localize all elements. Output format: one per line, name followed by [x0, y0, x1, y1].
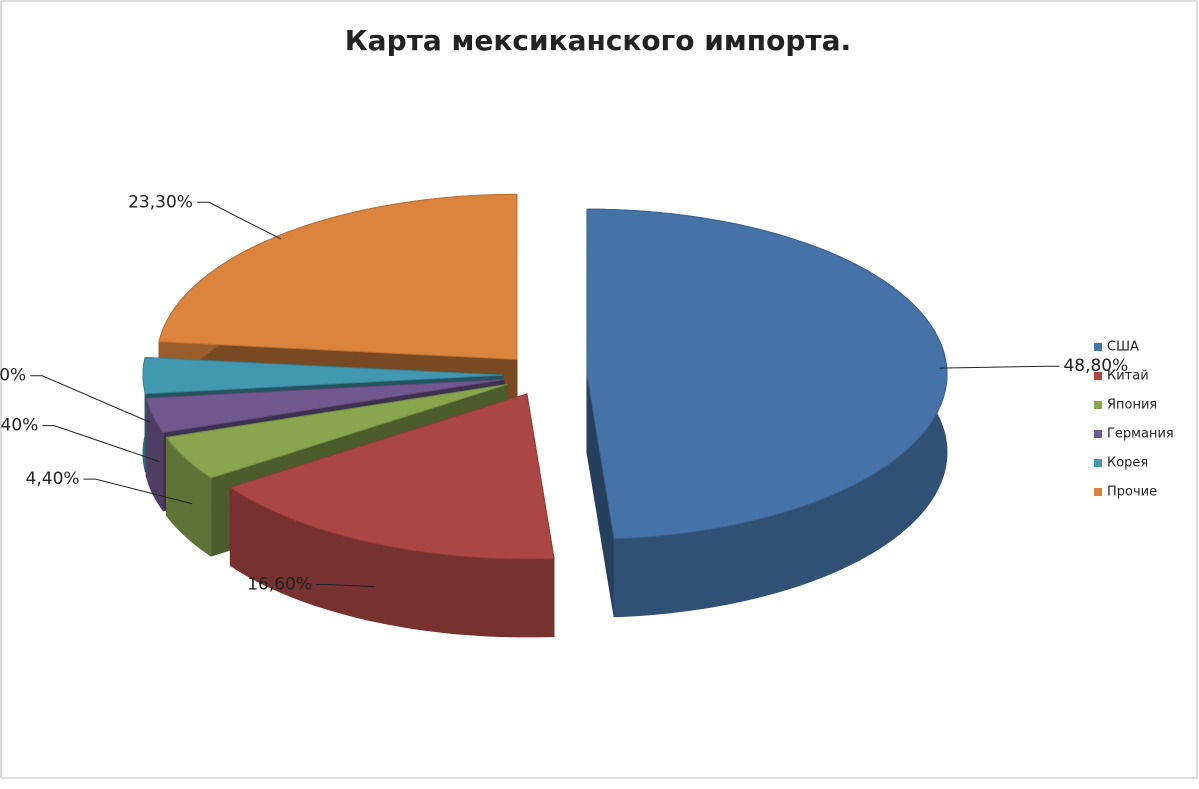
slice	[229, 393, 555, 560]
leader-line	[316, 583, 375, 588]
legend-marker	[1094, 343, 1102, 351]
legend-label: США	[1107, 340, 1139, 355]
slice	[165, 383, 508, 479]
leader-line	[30, 375, 151, 423]
leader-line	[42, 425, 160, 463]
legend-label: Корея	[1107, 456, 1148, 471]
data-label: 48,80%	[1063, 356, 1128, 376]
data-label: 23,30%	[128, 192, 193, 212]
pie	[142, 193, 948, 638]
data-label: 16,60%	[247, 574, 312, 594]
legend-marker	[1094, 372, 1102, 380]
legend-label: Япония	[1107, 398, 1157, 413]
legend-marker	[1094, 430, 1102, 438]
data-label: 3,40%	[0, 416, 38, 436]
leader-line	[939, 365, 1060, 369]
legend-marker	[1094, 401, 1102, 409]
legend-label: Китай	[1107, 369, 1149, 384]
legend-marker	[1094, 488, 1102, 496]
legend-label: Германия	[1107, 427, 1174, 442]
leader-line	[83, 478, 193, 505]
leader-line	[196, 201, 282, 240]
legend-marker	[1094, 459, 1102, 467]
chart-title: Карта мексиканского импорта.	[345, 24, 851, 57]
legend-label: Прочие	[1107, 485, 1157, 500]
slice	[142, 356, 504, 395]
slice	[145, 379, 505, 434]
data-label: 4,40%	[26, 469, 80, 489]
data-label: 3,50%	[0, 366, 26, 386]
